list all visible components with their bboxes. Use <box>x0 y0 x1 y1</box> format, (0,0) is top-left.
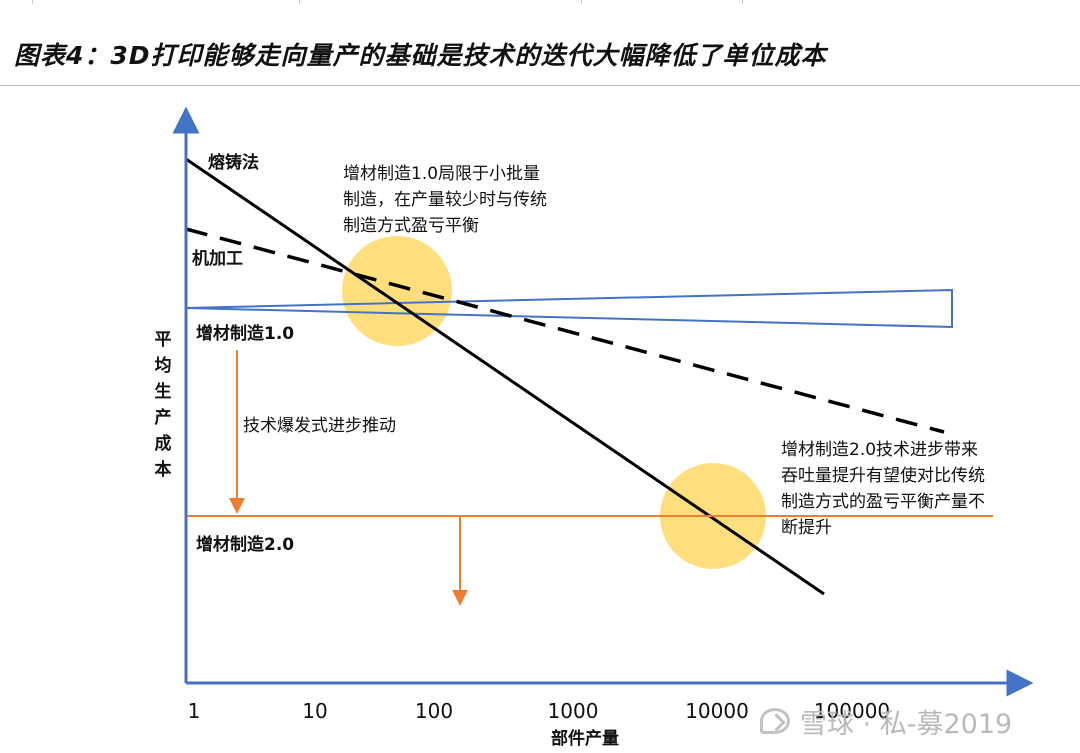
watermark: 雪球 · 私-募2019 <box>760 703 1013 740</box>
machining-label: 机加工 <box>192 248 243 269</box>
am1-cost-band <box>185 288 953 329</box>
am2-label: 增材制造2.0 <box>196 534 294 555</box>
x-tick-label: 1 <box>188 699 201 723</box>
rule-tick <box>742 0 743 4</box>
x-tick-label: 100000 <box>814 699 890 723</box>
am2-note-line: 制造方式的盈亏平衡产量不 <box>781 492 985 512</box>
y-axis-title-char: 生 <box>155 381 172 402</box>
am1-note-line: 制造方式盈亏平衡 <box>343 216 479 236</box>
am2-note-line: 增材制造2.0技术进步带来 <box>781 440 978 460</box>
casting-label: 熔铸法 <box>208 152 259 173</box>
watermark-text: 雪球 · 私-募2019 <box>800 708 1013 740</box>
am2-note-line: 断提升 <box>781 518 832 538</box>
am1-note-line: 增材制造1.0局限于小批量 <box>343 164 540 184</box>
push-note: 技术爆发式进步推动 <box>243 416 396 436</box>
rule-tick <box>299 0 300 4</box>
casting-cost-line <box>185 157 825 596</box>
x-tick-label: 10 <box>302 699 327 723</box>
machining-cost-line <box>185 227 945 434</box>
y-axis-title-char: 均 <box>155 355 172 376</box>
am1-label: 增材制造1.0 <box>196 323 294 344</box>
y-axis-title-char: 成 <box>155 433 172 454</box>
y-axis-title-char: 本 <box>155 459 172 480</box>
x-tick-label: 1000 <box>548 699 599 723</box>
x-axis-title: 部件产量 <box>551 728 619 749</box>
am2-note-line: 吞吐量提升有望使对比传统 <box>781 465 985 486</box>
figure-title: 图表4：3D打印能够走向量产的基础是技术的迭代大幅降低了单位成本 <box>14 41 827 70</box>
top-rule <box>0 0 1080 4</box>
y-axis-title-char: 产 <box>155 407 172 428</box>
title-divider <box>0 85 1080 86</box>
rule-tick <box>581 0 582 4</box>
x-tick-label: 10000 <box>685 699 749 723</box>
breakeven-highlight-am1 <box>342 236 452 346</box>
x-tick-label: 100 <box>415 699 453 723</box>
snowball-logo-icon <box>760 708 790 734</box>
am1-note-line: 制造，在产量较少时与传统 <box>343 190 547 210</box>
rule-tick <box>32 0 33 4</box>
y-axis-title-char: 平 <box>155 330 172 350</box>
